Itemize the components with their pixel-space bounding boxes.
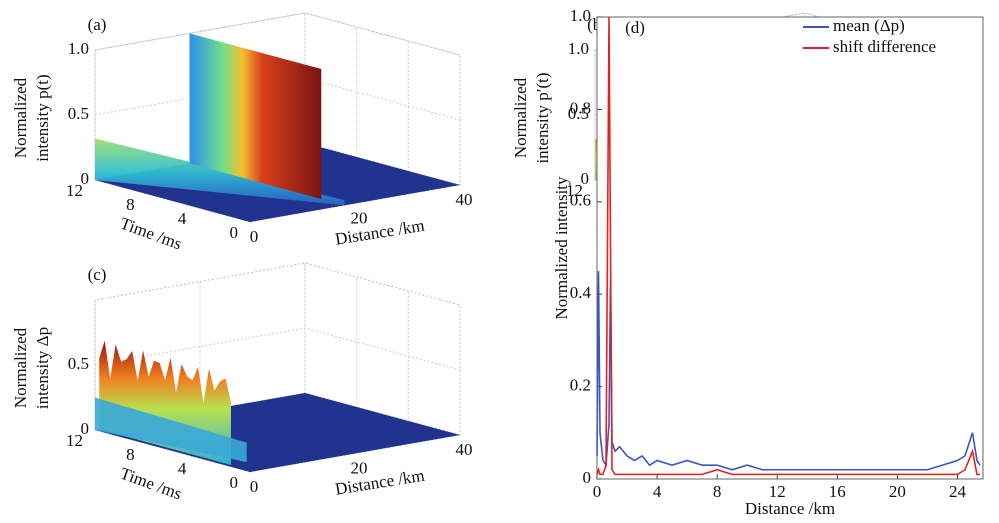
y-tick-label: 0 (230, 473, 239, 492)
z-tick-label: 0 (81, 419, 90, 438)
x-axis-label: Distance /km (334, 216, 426, 249)
y-tick-label: 4 (178, 209, 187, 228)
y-axis-label: Time /ms (118, 464, 185, 504)
z-axis-label: intensity Δp (33, 327, 52, 409)
x-tick-label: 4 (653, 482, 662, 501)
grid-line (198, 291, 409, 459)
z-tick-label: 0.5 (568, 104, 589, 123)
x-tick-label: 40 (456, 190, 473, 209)
x-tick-label: 20 (351, 208, 368, 227)
z-axis-label: Normalized (11, 327, 30, 408)
x-tick-label: 0 (250, 477, 259, 496)
y-tick-label: 0 (230, 223, 239, 242)
legend-label: mean (Δp) (833, 16, 905, 35)
y-tick-label: 8 (126, 195, 135, 214)
panel-label: (d) (625, 18, 645, 37)
y-tick-label: 0 (583, 468, 592, 487)
z-axis-label: intensity p′(t) (533, 72, 552, 163)
y-tick-label: 0.6 (570, 191, 591, 210)
z-tick-label: 0.5 (68, 354, 89, 373)
x-tick-label: 20 (351, 458, 368, 477)
y-tick-label: 0.2 (570, 376, 591, 395)
y-tick-label: 12 (66, 181, 83, 200)
y-tick-label: 12 (66, 431, 83, 450)
z-tick-label: 0 (581, 169, 590, 188)
z-tick-label: 0.5 (68, 104, 89, 123)
y-axis-label: Time /ms (118, 214, 185, 254)
legend-label: shift difference (833, 37, 936, 56)
z-tick-label: 0 (81, 169, 90, 188)
z-axis-label: Normalized (511, 77, 530, 158)
x-axis-label: Distance /km (745, 499, 835, 518)
wall-surface (189, 33, 322, 200)
z-axis-label: intensity p(t) (33, 74, 52, 161)
x-tick-label: 12 (769, 482, 786, 501)
y-tick-label: 1.0 (570, 6, 591, 25)
ridge-surface (95, 138, 345, 206)
x-tick-label: 16 (829, 482, 846, 501)
y-tick-label: 0.8 (570, 98, 591, 117)
x-axis-label: Distance /km (334, 466, 426, 499)
panel-label: (a) (88, 15, 107, 34)
grid-line (94, 327, 461, 371)
plot-area (596, 16, 984, 480)
z-tick-label: 1.0 (568, 39, 589, 58)
x-tick-label: 0 (593, 482, 602, 501)
z-axis-label: Normalized (11, 77, 30, 158)
y-tick-label: 0.4 (570, 283, 592, 302)
y-axis-label: Normalized intensity (552, 176, 571, 320)
ridge-surface (95, 397, 247, 463)
x-tick-label: 0 (250, 227, 259, 246)
x-tick-label: 40 (456, 440, 473, 459)
grid-line (198, 41, 409, 209)
y-tick-label: 12 (566, 181, 583, 200)
grid-line (94, 12, 461, 56)
y-tick-label: 4 (178, 459, 187, 478)
y-tick-label: 8 (126, 445, 135, 464)
x-tick-label: 20 (889, 482, 906, 501)
series-line (596, 16, 980, 476)
x-tick-label: 8 (713, 482, 722, 501)
z-tick-label: 1.0 (68, 39, 89, 58)
panel-label: (c) (88, 265, 107, 284)
x-tick-label: 24 (949, 482, 967, 501)
